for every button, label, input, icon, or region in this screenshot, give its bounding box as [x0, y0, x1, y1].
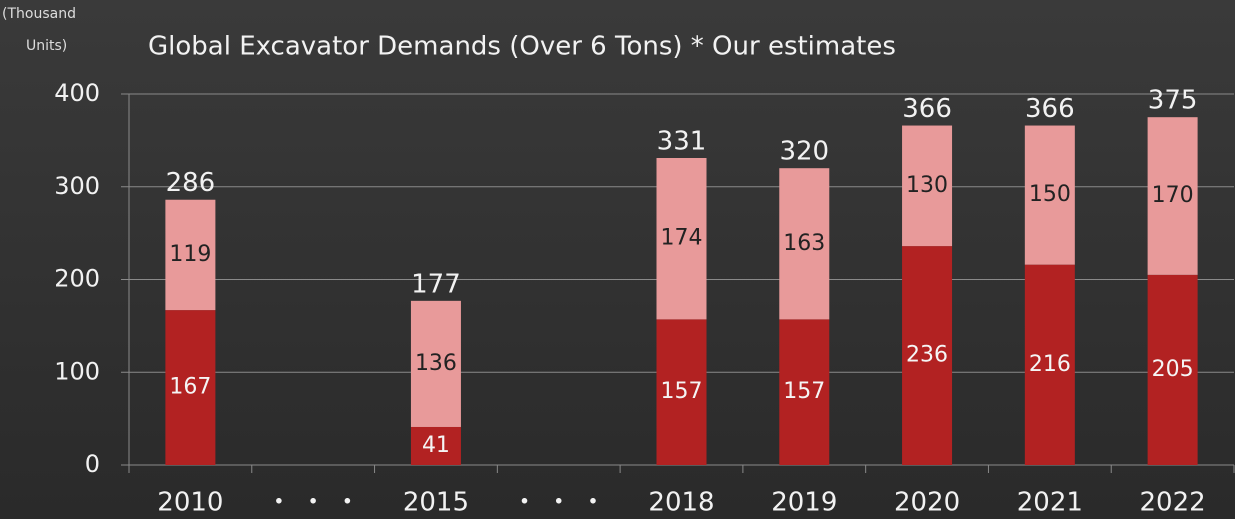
bar-segment — [656, 157, 707, 320]
bar-segment — [902, 125, 953, 247]
data-label: 130 — [906, 173, 948, 198]
data-label: 119 — [169, 242, 211, 267]
bar-segment — [656, 319, 707, 465]
bar-segment — [165, 310, 216, 465]
y-tick-label: 200 — [54, 265, 100, 293]
x-tick-label: 2019 — [771, 488, 837, 518]
x-tick-label: 2022 — [1140, 488, 1206, 518]
bar-segment — [1024, 125, 1075, 265]
data-label: 174 — [661, 226, 703, 251]
total-label: 366 — [1025, 94, 1075, 124]
y-axis-label: (Thousand — [2, 6, 76, 22]
chart-title: Global Excavator Demands (Over 6 Tons) *… — [148, 32, 896, 62]
y-tick-label: 0 — [85, 450, 100, 478]
total-label: 177 — [411, 269, 461, 299]
x-tick-label: ・ ・ ・ — [511, 488, 606, 518]
y-tick-label: 100 — [54, 357, 100, 385]
bar-segment — [779, 319, 830, 465]
x-tick-label: 2018 — [648, 488, 714, 518]
data-label: 136 — [415, 351, 457, 376]
bar-segment — [1147, 117, 1198, 275]
total-label: 331 — [657, 126, 707, 156]
y-axis-label: Units) — [26, 38, 67, 54]
data-label: 157 — [661, 379, 703, 404]
total-label: 320 — [779, 137, 829, 167]
data-label: 205 — [1152, 357, 1194, 382]
data-label: 41 — [422, 433, 450, 458]
bar-segment — [779, 168, 830, 320]
bar-segment — [410, 300, 461, 427]
data-label: 157 — [783, 379, 825, 404]
bar-segment — [1147, 274, 1198, 465]
data-label: 236 — [906, 343, 948, 368]
bar-segment — [1024, 264, 1075, 465]
total-label: 375 — [1148, 86, 1198, 116]
x-tick-label: ・ ・ ・ — [266, 488, 361, 518]
total-label: 366 — [902, 94, 952, 124]
data-label: 163 — [783, 231, 825, 256]
total-label: 286 — [166, 168, 216, 198]
bar-segment — [165, 199, 216, 311]
x-tick-label: 2020 — [894, 488, 960, 518]
x-tick-label: 2015 — [403, 488, 469, 518]
y-tick-label: 400 — [54, 79, 100, 107]
data-label: 150 — [1029, 182, 1071, 207]
x-tick-label: 2021 — [1017, 488, 1083, 518]
x-tick-label: 2010 — [157, 488, 223, 518]
y-tick-label: 300 — [54, 172, 100, 200]
data-label: 170 — [1152, 183, 1194, 208]
data-label: 216 — [1029, 352, 1071, 377]
data-label: 167 — [169, 375, 211, 400]
bar-segment — [410, 426, 461, 465]
bar-segment — [902, 246, 953, 465]
